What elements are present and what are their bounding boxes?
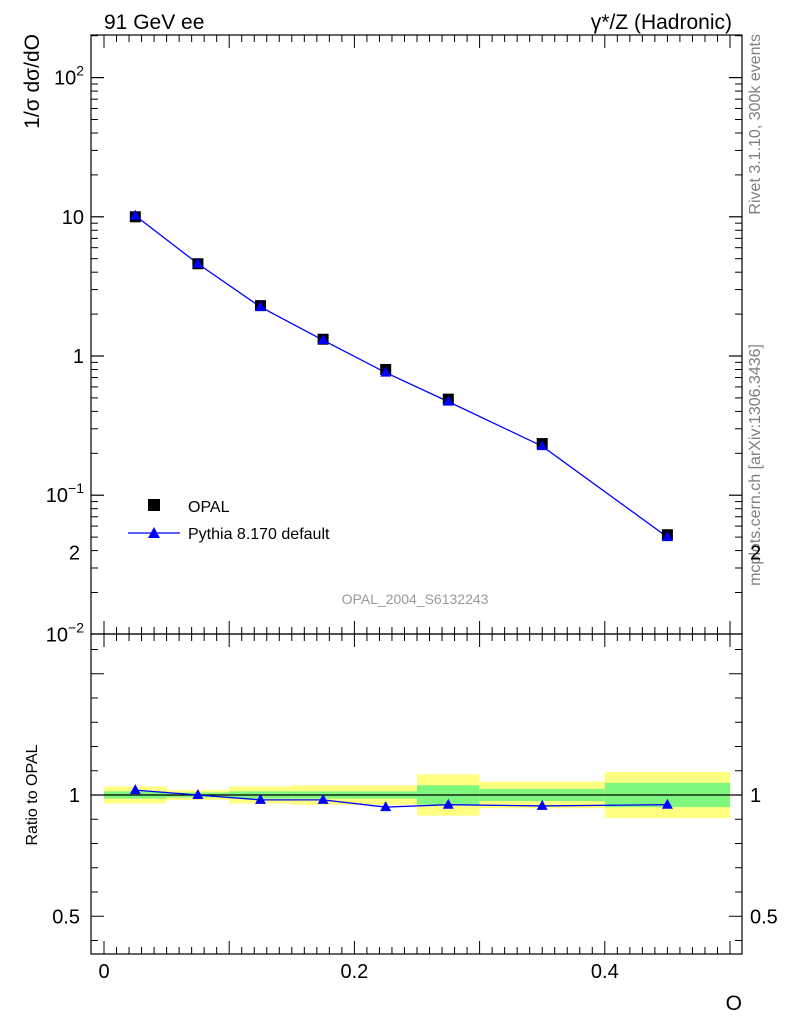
analysis-id: OPAL_2004_S6132243 bbox=[342, 591, 489, 607]
pythia-point bbox=[317, 334, 329, 345]
ratio-panel: 0 0.2 0.4 0.5 0.5 1 1 2 2 Ratio to OPAL O bbox=[24, 543, 778, 1016]
ratio-y-tick-label: 0.5 bbox=[52, 906, 80, 928]
pythia-point bbox=[661, 531, 673, 542]
main-y-tick-label: 10 bbox=[62, 207, 84, 229]
ratio-pythia-point bbox=[536, 799, 548, 810]
ratio-pythia-line bbox=[135, 789, 668, 808]
x-tick-label: 0.2 bbox=[340, 961, 368, 983]
left-title: 91 GeV ee bbox=[104, 11, 204, 34]
pythia-line bbox=[134, 215, 668, 538]
x-tick-label: 0 bbox=[98, 961, 109, 983]
ratio-y-label: Ratio to OPAL bbox=[24, 744, 41, 845]
main-y-tick-label: 1 bbox=[73, 346, 84, 368]
pythia-point bbox=[442, 395, 454, 406]
ratio-pythia-point bbox=[129, 784, 141, 795]
legend-pythia-marker bbox=[148, 527, 160, 538]
ratio-pythia-point bbox=[317, 793, 329, 804]
source-label: mcplots.cern.ch [arXiv:1306.3436] bbox=[747, 344, 764, 586]
legend-opal-label: OPAL bbox=[188, 499, 230, 516]
pythia-point bbox=[380, 366, 392, 377]
ratio-pythia-point bbox=[442, 798, 454, 809]
main-y-tick-label: 10−2 bbox=[46, 619, 84, 646]
ratio-y-tick-label: 1 bbox=[69, 785, 80, 807]
x-tick-label: 0.4 bbox=[591, 961, 619, 983]
pythia-point bbox=[192, 257, 204, 268]
legend-pythia-label: Pythia 8.170 default bbox=[188, 526, 330, 543]
ratio-pythia-point bbox=[255, 793, 266, 804]
x-axis-label: O bbox=[726, 992, 742, 1015]
ratio-y-tick-label-right: 2 bbox=[750, 543, 761, 565]
pythia-point bbox=[129, 209, 141, 220]
ratio-y-tick-label-right: 1 bbox=[750, 785, 761, 807]
rivet-label: Rivet 3.1.10, 300k events bbox=[747, 34, 764, 215]
main-frame bbox=[90, 34, 743, 635]
ratio-y-tick-label: 2 bbox=[69, 543, 80, 565]
ratio-y-tick-label-right: 0.5 bbox=[750, 906, 778, 928]
main-y-label: 1/σ dσ/dO bbox=[21, 34, 44, 129]
legend-opal-marker bbox=[148, 499, 160, 511]
ratio-pythia-point bbox=[192, 789, 204, 799]
main-y-tick-label: 10−1 bbox=[46, 480, 84, 507]
pythia-point bbox=[255, 300, 266, 311]
main-y-tick-label: 102 bbox=[54, 63, 84, 90]
ratio-pythia-point bbox=[380, 801, 392, 812]
legend: OPAL Pythia 8.170 default bbox=[128, 499, 330, 543]
main-panel: 10−2 10−1 1 10 102 1/σ dσ/dO OPAL_2004_S6132… bbox=[21, 34, 743, 646]
right-title: γ*/Z (Hadronic) bbox=[591, 11, 732, 34]
pythia-point bbox=[536, 440, 548, 451]
ratio-pythia-point bbox=[661, 798, 673, 809]
